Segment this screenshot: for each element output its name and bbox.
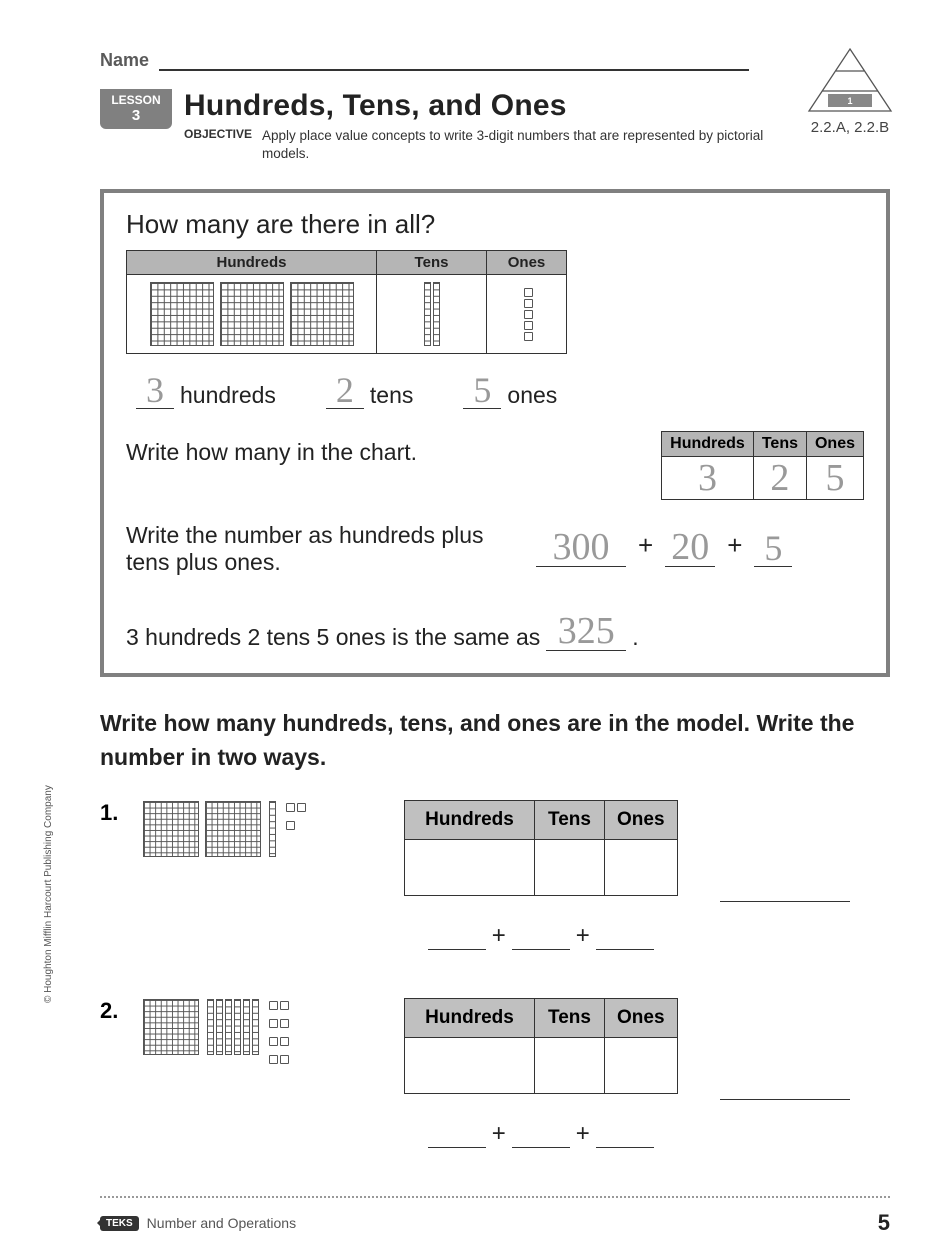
chart-h: 3 (692, 457, 723, 499)
page-title: Hundreds, Tens, and Ones (184, 89, 890, 123)
problem-model (140, 998, 390, 1070)
mini-th-t: Tens (753, 432, 806, 457)
blank-h[interactable] (428, 1126, 486, 1148)
expand-prompt: Write the number as hundreds plus tens p… (126, 514, 506, 576)
expand-prompt-row: Write the number as hundreds plus tens p… (126, 514, 864, 594)
th-t: Tens (535, 999, 605, 1038)
final-row: 3 hundreds 2 tens 5 ones is the same as … (126, 612, 864, 651)
th-h: Hundreds (405, 999, 535, 1038)
cell-o[interactable] (605, 1038, 678, 1094)
name-input-line[interactable] (159, 69, 749, 71)
objective-label: OBJECTIVE (184, 127, 252, 163)
example-model-table: Hundreds Tens Ones (126, 250, 567, 354)
th-o: Ones (605, 999, 678, 1038)
page-number: 5 (878, 1210, 890, 1236)
expanded-answer: 300 + 20 + 5 (536, 528, 792, 567)
problem-number: 1. (100, 800, 126, 826)
objective-text: Apply place value concepts to write 3-di… (262, 127, 774, 163)
problem-model (140, 800, 390, 858)
th-t: Tens (535, 801, 605, 840)
teks-badge: TEKS (100, 1216, 139, 1231)
exp-t: 20 (665, 528, 715, 567)
cell-h[interactable] (405, 1038, 535, 1094)
expanded-blank-row: + + (404, 922, 678, 950)
name-row: Name (100, 50, 890, 71)
dotted-divider (100, 1196, 890, 1198)
count-row: 3 hundreds 2 tens 5 ones (136, 372, 864, 409)
name-label: Name (100, 50, 149, 71)
mini-th-o: Ones (806, 432, 863, 457)
cell-hundreds-model (127, 275, 377, 354)
blank-h[interactable] (428, 928, 486, 950)
pyramid-icon: 1 (805, 45, 895, 115)
cell-h[interactable] (405, 840, 535, 896)
chart-o: 5 (819, 457, 850, 499)
ans-tens: 2 (326, 372, 364, 409)
example-box: How many are there in all? Hundreds Tens… (100, 189, 890, 677)
label-hundreds: hundreds (180, 382, 276, 409)
total-blank[interactable] (720, 1078, 850, 1105)
chart-t: 2 (764, 457, 795, 499)
ans-hundreds: 3 (136, 372, 174, 409)
problems-container: 1. HundredsTensOnes + + 2. HundredsTensO… (100, 800, 890, 1148)
blank-o[interactable] (596, 1126, 654, 1148)
plus-2: + (727, 530, 742, 561)
blank-t[interactable] (512, 1126, 570, 1148)
lesson-number: 3 (100, 107, 172, 125)
lesson-label: LESSON (111, 93, 160, 107)
th-o: Ones (605, 801, 678, 840)
standards-text: 2.2.A, 2.2.B (805, 119, 895, 136)
cell-t[interactable] (535, 1038, 605, 1094)
mini-th-h: Hundreds (662, 432, 754, 457)
cell-o[interactable] (605, 840, 678, 896)
expanded-blank-row: + + (404, 1120, 678, 1148)
standards-pyramid: 1 2.2.A, 2.2.B (805, 45, 895, 136)
th-ones: Ones (487, 251, 567, 275)
th-h: Hundreds (405, 801, 535, 840)
lesson-header: LESSON 3 Hundreds, Tens, and Ones OBJECT… (100, 89, 890, 163)
example-question: How many are there in all? (126, 209, 864, 240)
answer-table[interactable]: HundredsTensOnes (404, 998, 678, 1094)
chart-prompt: Write how many in the chart. (126, 431, 631, 466)
cell-t[interactable] (535, 840, 605, 896)
instructions: Write how many hundreds, tens, and ones … (100, 707, 890, 774)
final-prompt: 3 hundreds 2 tens 5 ones is the same as (126, 624, 540, 651)
lesson-badge: LESSON 3 (100, 89, 172, 129)
cell-tens-model (377, 275, 487, 354)
problem-2: 2. HundredsTensOnes + + (100, 998, 890, 1148)
final-answer: 325 (546, 612, 626, 651)
ans-ones: 5 (463, 372, 501, 409)
exp-o: 5 (754, 530, 792, 567)
label-ones: ones (507, 382, 557, 409)
plus-1: + (638, 530, 653, 561)
final-period: . (632, 624, 638, 651)
problem-answer-area: HundredsTensOnes + + (404, 800, 678, 950)
blank-o[interactable] (596, 928, 654, 950)
th-hundreds: Hundreds (127, 251, 377, 275)
label-tens: tens (370, 382, 413, 409)
footer-category: Number and Operations (147, 1215, 296, 1231)
total-blank[interactable] (720, 880, 850, 907)
exp-h: 300 (536, 528, 626, 567)
problem-number: 2. (100, 998, 126, 1024)
problem-1: 1. HundredsTensOnes + + (100, 800, 890, 950)
svg-text:1: 1 (847, 96, 852, 106)
footer: TEKS Number and Operations 5 (100, 1210, 890, 1236)
answer-table[interactable]: HundredsTensOnes (404, 800, 678, 896)
copyright: © Houghton Mifflin Harcourt Publishing C… (43, 785, 54, 1003)
chart-prompt-row: Write how many in the chart. Hundreds Te… (126, 431, 864, 500)
th-tens: Tens (377, 251, 487, 275)
example-chart: Hundreds Tens Ones 3 2 5 (661, 431, 864, 500)
blank-t[interactable] (512, 928, 570, 950)
cell-ones-model (487, 275, 567, 354)
problem-answer-area: HundredsTensOnes + + (404, 998, 678, 1148)
title-block: Hundreds, Tens, and Ones OBJECTIVE Apply… (184, 89, 890, 163)
